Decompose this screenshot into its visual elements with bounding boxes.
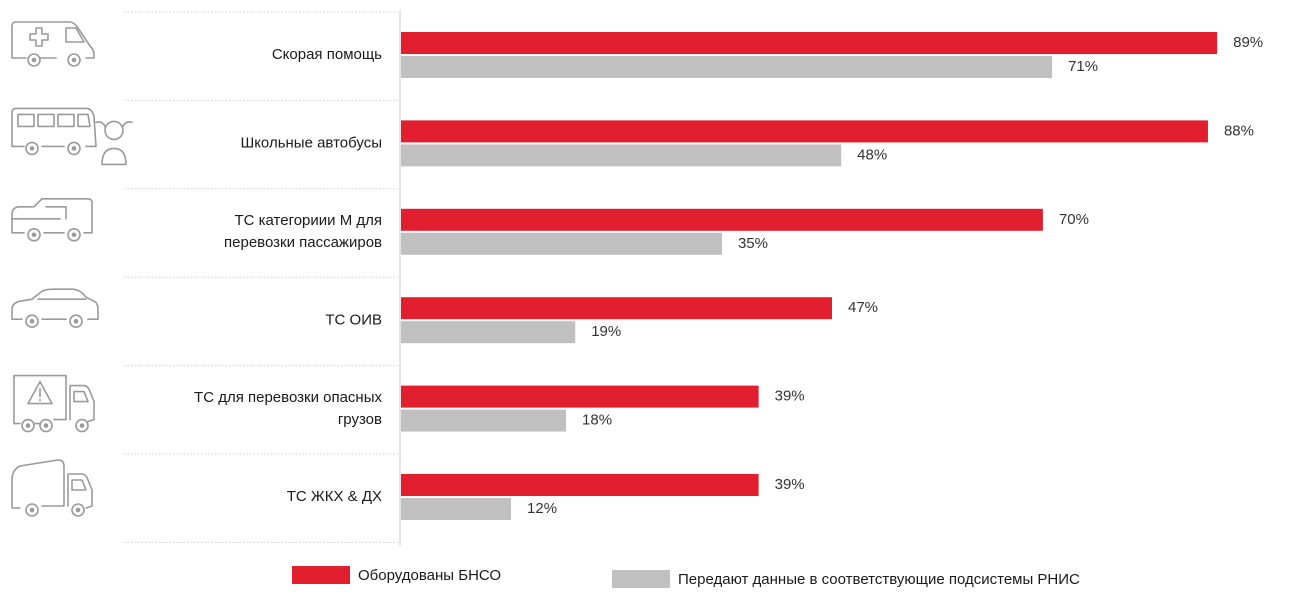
school-bus-icon: [11, 107, 133, 166]
bars: [401, 32, 1218, 520]
legend-swatch-red: [292, 566, 350, 584]
ambulance-icon: [11, 21, 95, 67]
value-label-equipped: 39%: [775, 388, 805, 405]
value-label-transmit: 19%: [591, 323, 621, 340]
value-label-equipped: 70%: [1059, 211, 1089, 228]
hazmat-truck-icon: [13, 374, 95, 433]
bar-equipped: [401, 297, 832, 320]
legend-swatch-gray: [612, 570, 670, 588]
bar-transmit: [401, 321, 576, 344]
bar-transmit: [401, 144, 842, 167]
bar-equipped: [401, 208, 1043, 231]
category-label: грузов: [338, 411, 382, 428]
value-label-equipped: 39%: [775, 476, 805, 493]
bar-transmit: [401, 409, 567, 432]
value-label-transmit: 18%: [582, 412, 612, 429]
category-label: Школьные автобусы: [240, 135, 382, 152]
bar-equipped: [401, 120, 1208, 143]
bar-transmit: [401, 232, 722, 255]
category-label: ТС ЖКХ & ДХ: [287, 488, 382, 505]
bar-equipped: [401, 32, 1218, 54]
value-label-equipped: 47%: [848, 299, 878, 316]
bar-equipped: [401, 385, 759, 408]
value-label-equipped: 88%: [1224, 122, 1254, 139]
car-icon: [11, 288, 99, 329]
bar-transmit: [401, 56, 1053, 78]
value-label-transmit: 35%: [738, 235, 768, 252]
category-labels: Скорая помощь Школьные автобусы ТС категор…: [194, 46, 382, 505]
value-label-transmit: 71%: [1068, 58, 1098, 75]
legend-label-transmit: Передают данные в соответствующие подсис…: [678, 570, 1080, 588]
category-label: ТС категориии М для: [234, 212, 382, 229]
value-label-equipped: 89%: [1233, 34, 1263, 51]
value-label-transmit: 48%: [857, 146, 887, 163]
bar-equipped: [401, 474, 759, 496]
legend-label-equipped: Оборудованы БНСО: [358, 566, 502, 584]
vehicle-icons: [11, 21, 133, 517]
legend-item-transmit: Передают данные в соответствующие подсис…: [612, 570, 1080, 588]
van-icon: [11, 198, 93, 242]
value-labels: 89% 71% 88% 48% 70% 35% 47% 19% 39% 18% 39% 12%: [527, 34, 1263, 517]
utility-truck-icon: [11, 459, 93, 517]
category-label: перевозки пассажиров: [224, 234, 382, 251]
value-label-transmit: 12%: [527, 500, 557, 517]
category-label: ТС ОИВ: [325, 311, 382, 328]
category-label: Скорая помощь: [272, 46, 382, 63]
category-label: ТС для перевозки опасных: [194, 389, 382, 406]
row-separators: [124, 11, 398, 543]
legend-item-equipped: Оборудованы БНСО: [292, 566, 501, 584]
bar-transmit: [401, 498, 512, 520]
